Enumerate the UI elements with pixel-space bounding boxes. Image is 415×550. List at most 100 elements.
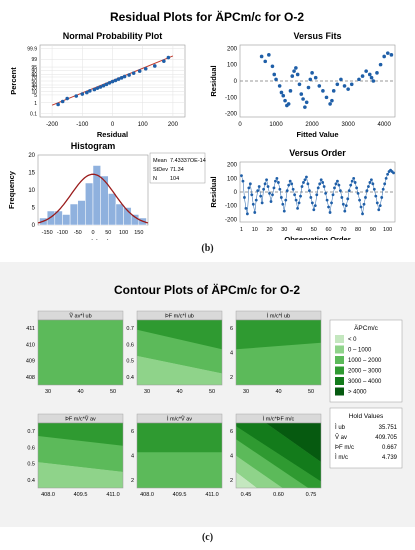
versus-order-point [313, 204, 317, 208]
sublabel-c: (c) [201, 532, 214, 543]
contour-5-xtick: 411.0 [205, 492, 218, 498]
versus-fits-point [310, 71, 314, 75]
versus-order-xtick: 60 [326, 227, 332, 233]
contour-4-contour-region [38, 423, 123, 446]
histogram-xtick: -150 [42, 230, 53, 236]
histogram-stat-label: N [153, 176, 157, 182]
normal-prob-point [119, 76, 124, 80]
versus-order-point [341, 202, 345, 206]
versus-fits-point [299, 92, 304, 96]
contour-4-xtick: 408.0 [41, 492, 55, 498]
versus-order-point [263, 182, 267, 186]
versus-order-point [356, 191, 360, 195]
versus-order-point [293, 193, 297, 197]
versus-order-xlabel: Observation Order [284, 235, 350, 240]
versus-order-point [372, 187, 376, 191]
versus-fits-point [349, 82, 354, 87]
versus-order-ytick: -200 [225, 217, 238, 223]
histogram-bar [108, 193, 117, 226]
versus-order-xtick: 80 [355, 227, 361, 233]
versus-fits-point [286, 102, 291, 106]
figure-c-title: Contour Plots of ÄPCm/c for O-2 [114, 282, 300, 297]
versus-order-point [256, 189, 260, 193]
versus-fits-point [339, 77, 343, 82]
contour-3-ytick: 4 [230, 351, 233, 357]
versus-order-point [268, 191, 271, 195]
normal-prob-ytick: 0.1 [30, 112, 37, 118]
versus-fits-point [357, 77, 361, 82]
sublabel-b: (b) [201, 243, 214, 254]
contour-4-ytick: 0.5 [27, 462, 35, 468]
versus-order-point [333, 186, 336, 190]
versus-fits-point [304, 100, 309, 105]
hold-value-name: ÞF m/c [335, 445, 354, 451]
versus-order-point [334, 182, 338, 186]
versus-fits-title: Versus Fits [293, 31, 341, 41]
versus-order-point [281, 202, 285, 206]
versus-order-point [303, 178, 307, 182]
contour-5-contour-region [137, 452, 222, 488]
versus-order-point [362, 202, 366, 206]
versus-order-point [251, 202, 255, 206]
versus-fits-point [385, 51, 390, 55]
histogram-bar [115, 203, 124, 226]
hold-value-number: 4.739 [382, 455, 398, 461]
versus-order-point [353, 181, 357, 184]
versus-order-point [328, 211, 332, 214]
histogram-ytick: 0 [32, 223, 36, 229]
versus-order-point [300, 185, 304, 188]
histogram-stat-label: StDev [153, 167, 168, 173]
versus-order-point [250, 193, 254, 197]
versus-fits-xtick: 0 [238, 122, 242, 128]
versus-order-xtick: 50 [311, 227, 317, 233]
versus-fits-point [342, 84, 347, 88]
versus-order-point [260, 201, 264, 205]
versus-fits-point [270, 64, 275, 69]
normal-prob-point [137, 69, 142, 73]
contour-1-xtick: 40 [77, 389, 83, 395]
histogram-ytick: 20 [28, 153, 35, 159]
histogram-xtick: -100 [57, 230, 68, 236]
contour-5-ytick: 2 [131, 478, 134, 484]
contour-plots-svg: Contour Plots of ÄPCm/c for O-2 Ṽ av*Ì ub… [26, 282, 403, 498]
versus-fits-xtick: 1000 [269, 122, 283, 128]
normal-prob-ytick: 95 [31, 65, 37, 71]
versus-order-point [265, 178, 268, 182]
versus-order-xtick: 90 [370, 227, 376, 233]
versus-order-point [287, 183, 291, 187]
normal-prob-xtick: -200 [46, 122, 59, 128]
normal-prob-point [116, 77, 121, 81]
contour-6-ytick: 4 [230, 454, 233, 460]
versus-order-point [253, 211, 257, 214]
versus-fits-point [288, 89, 293, 93]
normal-prob-point [98, 85, 103, 89]
versus-fits-point [295, 72, 300, 77]
normal-prob-point [107, 81, 112, 85]
versus-order-point [241, 179, 245, 183]
versus-order-ytick: 0 [234, 190, 238, 196]
contour-legend-label: 3000 – 4000 [348, 379, 382, 385]
versus-order-point [344, 204, 348, 208]
versus-order-point [324, 191, 328, 195]
histogram-stat-value: 104 [170, 176, 179, 182]
versus-order-point [350, 179, 354, 183]
normal-prob-xtick: 100 [138, 122, 149, 128]
normal-prob-point [95, 86, 100, 90]
normal-prob-title: Normal Probability Plot [63, 31, 163, 41]
contour-5-ytick: 4 [131, 454, 134, 460]
versus-order-point [319, 178, 323, 182]
versus-order-point [294, 198, 298, 202]
contour-3-ytick: 6 [230, 326, 233, 332]
contour-legend-swatch [335, 345, 344, 354]
versus-order-ytick: -100 [225, 204, 238, 210]
versus-order-point [343, 209, 347, 213]
normal-prob-ytick: 99 [31, 57, 37, 63]
histogram-stat-label: Mean [153, 158, 167, 164]
histogram-bar [77, 200, 86, 226]
normal-prob-ylabel: Percent [9, 67, 18, 95]
versus-fits-ytick: 100 [227, 63, 238, 69]
hold-value-name: Ì ub [335, 424, 346, 431]
normal-prob-point [74, 94, 79, 98]
versus-order-point [365, 189, 369, 193]
contour-3-contour-region [236, 342, 321, 385]
